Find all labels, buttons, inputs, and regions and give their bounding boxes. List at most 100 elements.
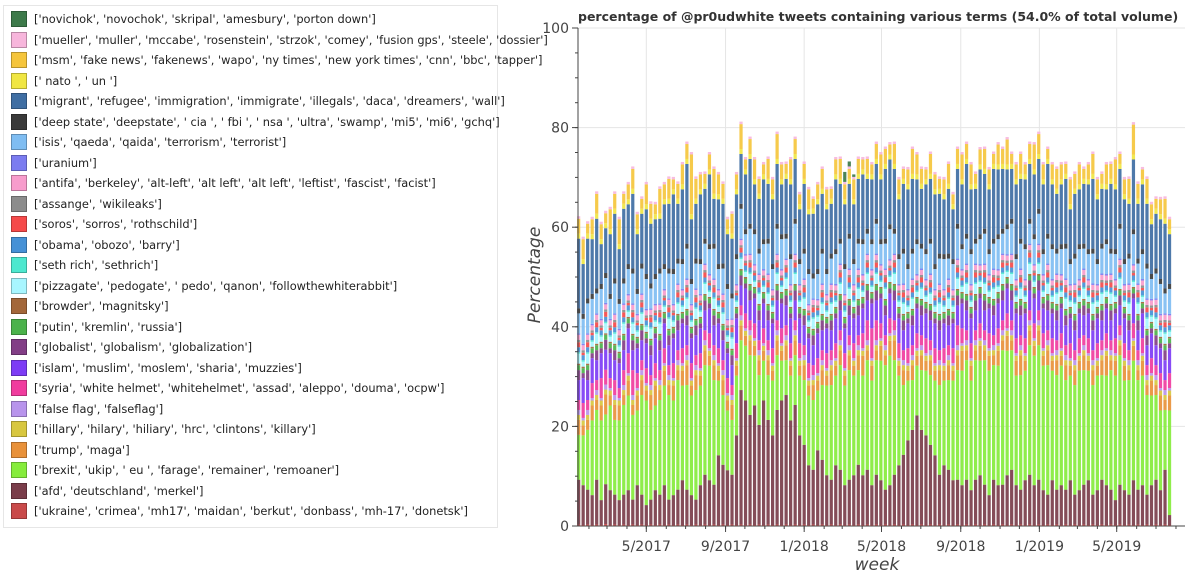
bar-segment [955, 265, 960, 268]
bar-segment [1019, 300, 1023, 306]
bar-segment [807, 269, 811, 275]
bar-segment [1131, 298, 1136, 324]
bar-segment [590, 298, 594, 324]
bar-segment [604, 484, 608, 525]
bar-segment [608, 330, 612, 336]
bar-segment [590, 383, 594, 399]
bar-segment [951, 306, 955, 312]
bar-segment [901, 302, 906, 304]
bar-segment [1149, 300, 1154, 306]
bar-segment [748, 223, 752, 229]
bar-segment [775, 134, 779, 159]
bar-segment [653, 333, 657, 339]
legend-swatch [11, 359, 27, 376]
bar-segment [761, 270, 766, 276]
bar-segment [838, 345, 842, 351]
bar-segment [1136, 302, 1140, 304]
bar-segment [1077, 370, 1081, 491]
bar-segment [1073, 330, 1077, 351]
bar-segment [955, 350, 960, 356]
bar-segment [725, 216, 730, 220]
bar-segment [775, 267, 779, 273]
bar-segment [689, 315, 694, 321]
bar-segment [752, 159, 757, 180]
bar-segment [1100, 350, 1104, 356]
bar-segment [689, 328, 694, 334]
bar-segment [942, 288, 946, 291]
bar-segment [992, 275, 996, 278]
bar-segment [775, 320, 779, 331]
bar-segment [780, 277, 784, 281]
bar-segment [586, 298, 590, 304]
bar-segment [1019, 524, 1023, 526]
bar-segment [599, 353, 603, 379]
bar-segment [662, 184, 666, 200]
bar-segment [590, 346, 594, 349]
bar-segment [770, 370, 775, 381]
y-tick-label: 0 [560, 519, 569, 535]
bar-segment [1032, 281, 1036, 287]
bar-segment [739, 247, 743, 253]
bar-segment [748, 272, 752, 275]
bar-segment [928, 292, 933, 294]
bar-segment [834, 283, 838, 286]
bar-segment [955, 325, 960, 346]
bar-segment [856, 277, 860, 283]
bar-segment [1050, 164, 1054, 180]
bar-segment [748, 267, 752, 273]
bar-segment [730, 395, 734, 401]
bar-segment [1023, 308, 1027, 314]
bar-segment [761, 161, 766, 165]
bar-segment [1149, 328, 1154, 334]
bar-segment [1055, 253, 1059, 274]
bar-segment [743, 234, 748, 255]
bar-segment [856, 298, 860, 301]
bar-segment [874, 218, 878, 224]
bar-segment [757, 178, 761, 194]
legend-label: ['obama', 'obozo', 'barry'] [34, 237, 180, 252]
bar-segment [1073, 360, 1077, 366]
bar-segment [734, 360, 739, 366]
bar-segment [910, 284, 915, 288]
bar-segment [1100, 310, 1104, 321]
bar-segment [816, 380, 820, 391]
bar-segment [874, 260, 878, 263]
bar-segment [640, 360, 644, 371]
bar-segment [960, 270, 964, 276]
bar-segment [685, 278, 689, 280]
bar-segment [712, 484, 716, 525]
bar-segment [915, 291, 919, 297]
bar-segment [784, 267, 788, 273]
bar-segment [662, 365, 666, 371]
bar-segment [644, 320, 648, 326]
bar-segment [644, 181, 648, 185]
bar-segment [604, 334, 608, 340]
bar-segment [1046, 330, 1050, 341]
bar-segment [816, 316, 820, 322]
bar-segment [1095, 301, 1099, 307]
bar-segment [667, 317, 671, 319]
bar-segment [820, 168, 824, 189]
bar-segment [928, 151, 933, 154]
bar-segment [608, 229, 612, 235]
bar-segment [1136, 303, 1140, 314]
bar-segment [662, 288, 666, 291]
bar-segment [1095, 283, 1099, 286]
bar-segment [829, 313, 833, 316]
bar-segment [1050, 480, 1054, 526]
bar-segment [1154, 328, 1158, 331]
bar-segment [924, 370, 928, 436]
bar-segment [1032, 280, 1036, 282]
bar-segment [964, 300, 969, 311]
bar-segment [906, 297, 910, 301]
bar-segment [811, 317, 815, 319]
bar-segment [879, 244, 883, 265]
bar-segment [1086, 338, 1090, 354]
bar-segment [969, 295, 973, 301]
bar-segment [1086, 184, 1090, 250]
bar-segment [1109, 340, 1113, 351]
bar-segment [712, 325, 716, 346]
bar-segment [671, 320, 675, 322]
bar-segment [1113, 355, 1118, 361]
bar-segment [752, 264, 757, 266]
